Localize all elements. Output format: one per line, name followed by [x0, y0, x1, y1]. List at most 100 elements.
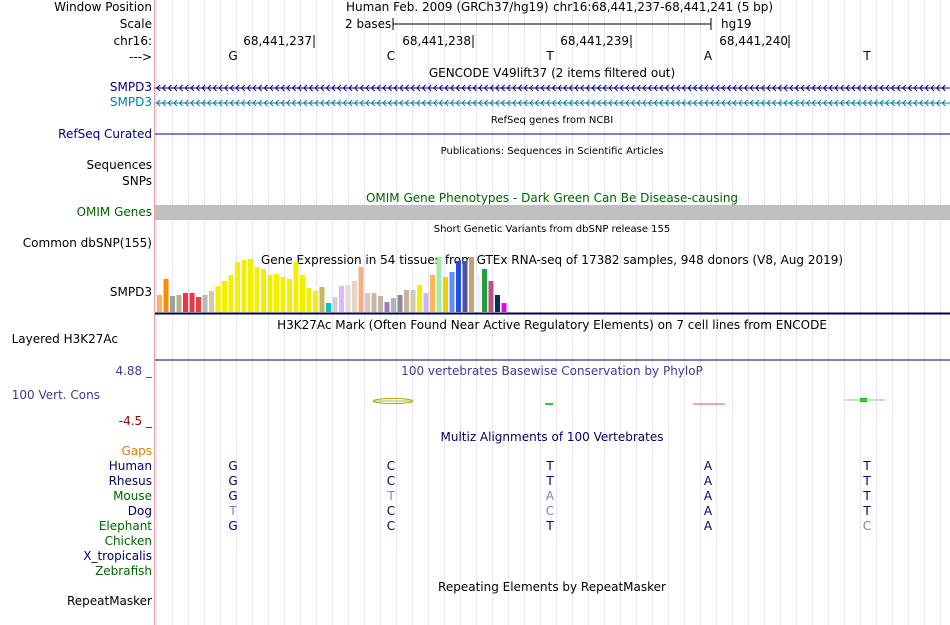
track-label-smpd3-a[interactable]: SMPD3 — [109, 80, 152, 94]
gtex-tissue-bar[interactable] — [358, 267, 364, 312]
gtex-tissue-bar[interactable] — [215, 286, 221, 312]
species-label-chicken: Chicken — [104, 534, 152, 548]
gtex-tissue-bar[interactable] — [475, 276, 481, 312]
publications-title: Publications: Sequences in Scientific Ar… — [440, 146, 664, 157]
gtex-tissue-bar[interactable] — [293, 262, 299, 312]
gtex-tissue-bar[interactable] — [287, 279, 292, 312]
repeatmasker-label[interactable]: RepeatMasker — [66, 594, 152, 608]
gtex-tissue-bar[interactable] — [339, 286, 344, 312]
alignment-base: T — [546, 474, 554, 488]
species-label-mouse: Mouse — [113, 489, 152, 503]
reference-base: T — [546, 49, 554, 63]
gtex-tissue-bar[interactable] — [326, 303, 331, 312]
assembly-title: Human Feb. 2009 (GRCh37/hg19) — [346, 0, 549, 14]
gtex-tissue-bar[interactable] — [456, 261, 461, 312]
gtex-tissue-bar[interactable] — [261, 269, 266, 312]
gtex-tissue-bar[interactable] — [462, 261, 468, 312]
species-label-rhesus: Rhesus — [108, 474, 152, 488]
gtex-tissue-bar[interactable] — [189, 293, 195, 312]
gtex-tissue-bar[interactable] — [404, 290, 409, 312]
gtex-tissue-bar[interactable] — [163, 279, 169, 312]
alignment-base: A — [703, 489, 713, 503]
species-label-human: Human — [108, 459, 152, 473]
refseq-title: RefSeq genes from NCBI — [490, 115, 614, 126]
dbsnp-label[interactable]: Common dbSNP(155) — [22, 236, 152, 250]
cons-label[interactable]: 100 Vert. Cons — [11, 388, 100, 402]
gtex-tissue-bar[interactable] — [430, 275, 435, 312]
gtex-tissue-bar[interactable] — [202, 295, 208, 312]
gtex-tissue-bar[interactable] — [449, 272, 455, 312]
gtex-tissue-bar[interactable] — [514, 300, 520, 312]
gtex-tissue-bar[interactable] — [306, 288, 312, 312]
gtex-tissue-bar[interactable] — [391, 298, 396, 312]
strand-label: ---> — [128, 50, 152, 64]
alignment-base: T — [863, 459, 871, 473]
gtex-bar-chart[interactable] — [155, 255, 555, 315]
gtex-tissue-bar[interactable] — [378, 296, 383, 312]
cons-min-label: -4.5 _ — [118, 414, 152, 428]
alignment-base: A — [703, 459, 713, 473]
gtex-tissue-bar[interactable] — [248, 259, 253, 312]
gtex-tissue-bar[interactable] — [280, 277, 286, 312]
gtex-tissue-bar[interactable] — [436, 257, 442, 312]
alignment-base: T — [863, 474, 871, 488]
sequences-label[interactable]: Sequences — [86, 158, 152, 172]
alignment-base: T — [387, 489, 395, 503]
gtex-tissue-bar[interactable] — [417, 285, 422, 312]
gaps-label: Gaps — [121, 444, 152, 458]
snps-label[interactable]: SNPs — [122, 174, 152, 188]
gtex-tissue-bar[interactable] — [241, 260, 247, 312]
gtex-tissue-bar[interactable] — [423, 293, 429, 312]
alignment-base: C — [545, 504, 555, 518]
gtex-tissue-bar[interactable] — [501, 303, 507, 312]
gtex-tissue-bar[interactable] — [300, 275, 305, 312]
gtex-tissue-bar[interactable] — [469, 257, 474, 312]
gtex-tissue-bar[interactable] — [196, 297, 201, 312]
h3k27ac-label[interactable]: Layered H3K27Ac — [11, 332, 118, 346]
alignment-base: A — [545, 489, 555, 503]
gtex-tissue-bar[interactable] — [352, 281, 357, 312]
alignment-base: T — [546, 519, 554, 533]
ruler-tick-label: 68,441,239 — [560, 34, 629, 48]
track-graphics — [155, 18, 950, 405]
gtex-tissue-bar[interactable] — [482, 269, 487, 312]
species-label-dog: Dog — [127, 504, 152, 518]
gtex-tissue-bar[interactable] — [170, 296, 175, 312]
gencode-title[interactable]: GENCODE V49lift37 (2 items filtered out) — [428, 66, 676, 80]
alignment-base: A — [703, 504, 713, 518]
gtex-tissue-bar[interactable] — [235, 262, 240, 312]
gtex-tissue-bar[interactable] — [384, 302, 390, 312]
gtex-tissue-bar[interactable] — [508, 297, 513, 312]
gtex-tissue-bar[interactable] — [495, 295, 500, 312]
gtex-tissue-bar[interactable] — [157, 295, 162, 312]
gtex-tissue-bar[interactable] — [176, 295, 182, 312]
gtex-tissue-bar[interactable] — [254, 267, 260, 312]
label-divider — [154, 0, 155, 625]
species-label-elephant: Elephant — [98, 519, 152, 533]
gtex-tissue-bar[interactable] — [313, 291, 318, 312]
gtex-tissue-bar[interactable] — [488, 281, 494, 312]
refseq-label[interactable]: RefSeq Curated — [58, 127, 152, 141]
track-label-smpd3-b[interactable]: SMPD3 — [109, 95, 152, 109]
gtex-tissue-bar[interactable] — [443, 277, 448, 312]
alignment-base: A — [703, 519, 713, 533]
gtex-tissue-bar[interactable] — [319, 287, 325, 312]
gtex-tissue-bar[interactable] — [365, 293, 370, 312]
gtex-tissue-bar[interactable] — [397, 295, 403, 312]
gtex-tissue-bar[interactable] — [410, 290, 416, 312]
gtex-tissue-bar[interactable] — [228, 275, 234, 312]
gtex-tissue-bar[interactable] — [332, 297, 338, 312]
omim-feature-bar — [155, 205, 950, 220]
repeatmasker-title: Repeating Elements by RepeatMasker — [438, 580, 666, 594]
gencode-transcripts[interactable] — [155, 80, 950, 110]
omim-label[interactable]: OMIM Genes — [76, 205, 152, 219]
gtex-tissue-bar[interactable] — [183, 293, 188, 312]
gtex-label[interactable]: SMPD3 — [109, 285, 152, 299]
gtex-tissue-bar[interactable] — [274, 274, 279, 312]
gtex-tissue-bar[interactable] — [345, 285, 351, 312]
db-name: hg19 — [721, 17, 752, 31]
gtex-tissue-bar[interactable] — [371, 293, 377, 312]
gtex-tissue-bar[interactable] — [222, 281, 227, 312]
gtex-tissue-bar[interactable] — [267, 275, 273, 312]
gtex-tissue-bar[interactable] — [209, 291, 214, 312]
